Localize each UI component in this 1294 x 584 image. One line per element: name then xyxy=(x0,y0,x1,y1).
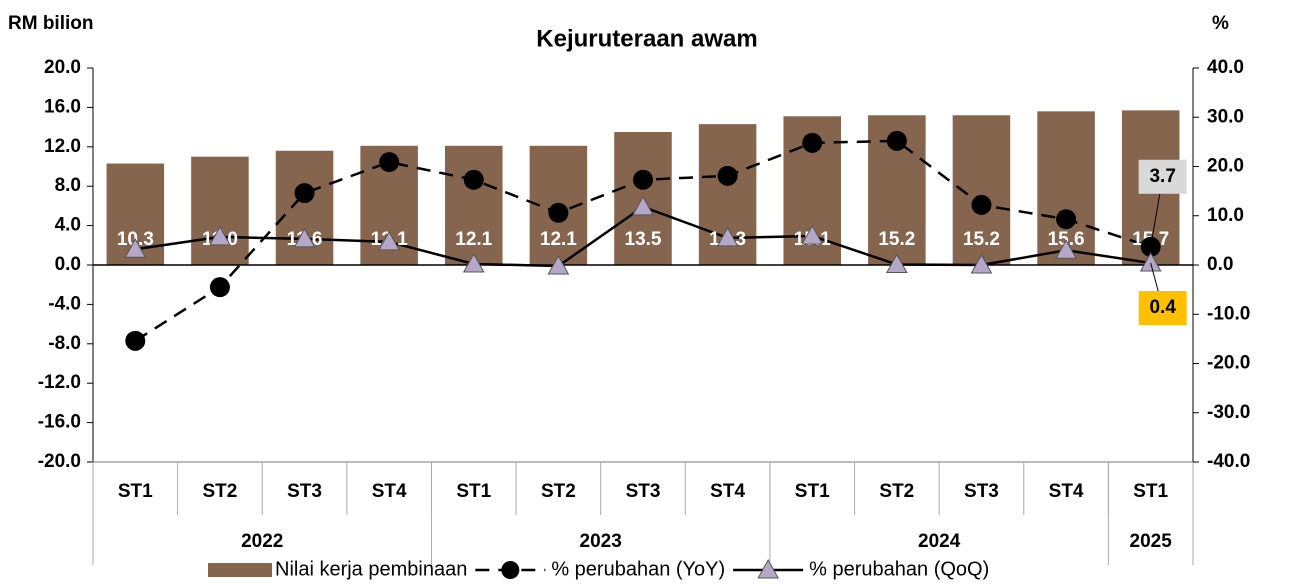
marker xyxy=(378,230,401,251)
x-tick-label: ST2 xyxy=(541,481,576,502)
marker xyxy=(801,224,824,245)
legend-marker xyxy=(501,561,520,579)
bar-value-label: 15.2 xyxy=(963,229,1000,250)
y-tick-label: -16.0 xyxy=(38,412,81,433)
y-tick-label: -12.0 xyxy=(38,372,81,393)
x-tick-label: ST3 xyxy=(964,481,999,502)
marker xyxy=(1139,252,1162,272)
marker xyxy=(124,238,147,258)
marker xyxy=(1055,239,1077,259)
y-tick-label: 8.0 xyxy=(55,175,81,196)
y2-tick-label: -40.0 xyxy=(1207,451,1250,472)
annotation: 0.4 xyxy=(1149,297,1176,318)
y2-tick-label: 30.0 xyxy=(1207,106,1244,127)
y-tick-label: 0.0 xyxy=(55,254,81,275)
legend-label: Nilai kerja pembinaan xyxy=(275,558,467,580)
y-tick-label: 4.0 xyxy=(55,215,81,236)
group-label: 2024 xyxy=(918,531,961,552)
y2-tick-label: 20.0 xyxy=(1207,156,1244,177)
chart-title: Kejuruteraan awam xyxy=(536,25,757,52)
x-tick-label: ST1 xyxy=(1133,481,1168,502)
marker xyxy=(209,225,231,246)
marker xyxy=(209,277,230,298)
y2-tick-label: 40.0 xyxy=(1207,57,1244,78)
bar-value-label: 13.5 xyxy=(625,229,662,250)
marker xyxy=(716,226,739,247)
marker xyxy=(547,254,570,275)
y2-tick-label: 10.0 xyxy=(1207,205,1244,226)
y2-tick-label: 0.0 xyxy=(1207,254,1233,275)
x-tick-label: ST4 xyxy=(1049,481,1084,502)
group-label: 2023 xyxy=(580,531,622,552)
marker xyxy=(970,253,993,274)
y-tick-label: 12.0 xyxy=(44,136,81,157)
annotation-box xyxy=(1138,159,1187,194)
bar-value-label: 15.2 xyxy=(878,229,915,250)
legend-label: % perubahan (YoY) xyxy=(551,558,725,580)
x-tick-label: ST1 xyxy=(456,481,491,502)
annotation: 3.7 xyxy=(1149,166,1175,187)
annotation-box xyxy=(1138,291,1187,326)
bar-value-label: 12.1 xyxy=(455,229,492,250)
y-tick-label: -4.0 xyxy=(48,293,81,314)
x-tick-label: ST1 xyxy=(118,481,153,502)
group-label: 2022 xyxy=(241,531,283,552)
y-tick-label: -8.0 xyxy=(48,333,81,354)
legend-marker xyxy=(757,558,780,579)
x-tick-label: ST1 xyxy=(795,481,830,502)
x-tick-label: ST4 xyxy=(710,481,745,502)
marker xyxy=(293,227,316,248)
bar-value-label: 12.1 xyxy=(540,229,577,250)
marker xyxy=(886,130,907,151)
x-tick-label: ST4 xyxy=(372,481,407,502)
y-tick-label: 20.0 xyxy=(44,57,81,78)
x-tick-label: ST2 xyxy=(202,481,237,502)
marker xyxy=(717,165,738,186)
x-tick-label: ST2 xyxy=(879,481,914,502)
bar xyxy=(445,145,503,265)
x-tick-label: ST3 xyxy=(626,481,661,502)
bar xyxy=(191,156,249,265)
y2-axis-title: % xyxy=(1212,13,1229,34)
marker xyxy=(971,194,992,215)
marker xyxy=(125,330,146,351)
legend-swatch xyxy=(208,563,272,577)
marker xyxy=(1056,209,1077,230)
y-tick-label: -20.0 xyxy=(38,451,81,472)
marker xyxy=(632,195,654,216)
marker xyxy=(462,252,485,273)
y-tick-label: 16.0 xyxy=(44,96,81,117)
legend-label: % perubahan (QoQ) xyxy=(809,558,989,580)
y2-tick-label: -20.0 xyxy=(1207,353,1250,374)
y2-tick-label: -30.0 xyxy=(1207,402,1250,423)
group-label: 2025 xyxy=(1130,531,1173,552)
y-axis-title: RM bilion xyxy=(8,13,93,34)
marker xyxy=(463,169,484,190)
marker xyxy=(633,169,653,190)
marker xyxy=(548,202,569,223)
marker xyxy=(379,152,400,173)
marker xyxy=(802,132,823,153)
y2-tick-label: -10.0 xyxy=(1207,303,1250,324)
marker xyxy=(885,253,908,274)
x-tick-label: ST3 xyxy=(287,481,322,502)
marker xyxy=(294,183,315,204)
